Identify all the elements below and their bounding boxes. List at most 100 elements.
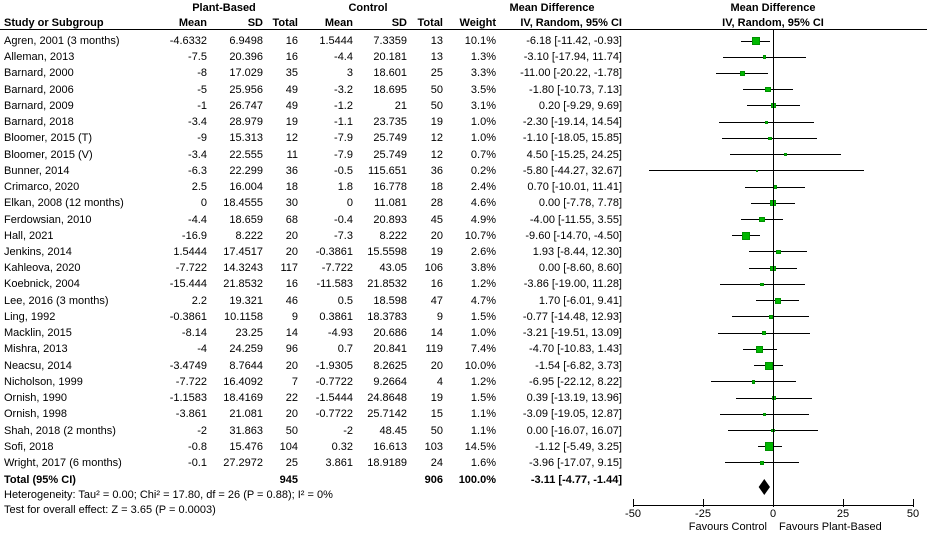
axis-label-favours-control: Favours Control bbox=[688, 521, 767, 533]
ci-text: -3.96 [-17.07, 9.15] bbox=[529, 456, 622, 469]
control-total: 13 bbox=[430, 35, 443, 47]
plant-sd: 10.1158 bbox=[224, 310, 263, 323]
plant-total: 96 bbox=[285, 343, 298, 356]
x-axis-tick-label: 0 bbox=[769, 508, 777, 520]
plant-total: 14 bbox=[285, 327, 298, 340]
study-name: Barnard, 2000 bbox=[4, 67, 74, 80]
ci-text: 4.50 [-15.25, 24.25] bbox=[526, 148, 622, 161]
plant-total: 49 bbox=[285, 99, 298, 112]
control-sd: 20.893 bbox=[373, 213, 407, 226]
column-header-weight: Weight bbox=[459, 17, 496, 29]
study-name: Lee, 2016 (3 months) bbox=[4, 294, 109, 307]
ci-text: 0.20 [-9.29, 9.69] bbox=[538, 99, 622, 112]
plant-mean: -5 bbox=[197, 83, 207, 96]
control-mean: -0.7722 bbox=[315, 375, 353, 388]
control-total: 50 bbox=[430, 99, 443, 112]
plant-sd: 26.747 bbox=[229, 99, 263, 112]
control-total: 25 bbox=[430, 67, 443, 80]
plant-total: 30 bbox=[285, 197, 298, 210]
point-estimate-marker bbox=[759, 461, 764, 465]
table-row: Kahleova, 2020 -7.722 14.3243 117 -7.722 43.0… bbox=[0, 260, 927, 276]
control-mean: 3.861 bbox=[325, 456, 353, 469]
plant-sd: 22.299 bbox=[229, 164, 263, 177]
ci-text: 1.93 [-8.44, 12.30] bbox=[532, 245, 622, 258]
study-name: Barnard, 2006 bbox=[4, 83, 74, 96]
control-sd: 18.9189 bbox=[367, 456, 407, 469]
plant-sd: 20.396 bbox=[229, 51, 263, 64]
plant-sd: 14.3243 bbox=[223, 262, 263, 275]
control-mean: -0.5 bbox=[334, 164, 353, 177]
table-row: Ornish, 1998 -3.861 21.081 20 -0.7722 25.7142… bbox=[0, 406, 927, 422]
ci-text: -1.54 [-6.82, 3.73] bbox=[535, 359, 622, 372]
plant-mean: -8 bbox=[197, 67, 207, 80]
study-name: Bloomer, 2015 (V) bbox=[4, 148, 93, 161]
study-name: Sofi, 2018 bbox=[4, 440, 54, 453]
control-sd: 20.841 bbox=[373, 343, 407, 356]
plant-mean: -15.444 bbox=[169, 278, 207, 291]
plant-sd: 21.081 bbox=[229, 408, 263, 421]
control-total: 18 bbox=[430, 181, 443, 194]
control-sd: 24.8648 bbox=[367, 392, 407, 405]
plant-total: 16 bbox=[285, 51, 298, 64]
ci-text: -6.18 [-11.42, -0.93] bbox=[526, 35, 622, 47]
study-name: Bloomer, 2015 (T) bbox=[4, 132, 93, 145]
weight: 1.2% bbox=[470, 278, 496, 291]
study-name: Wright, 2017 (6 months) bbox=[4, 456, 122, 469]
ci-text: -1.12 [-5.49, 3.25] bbox=[535, 440, 622, 453]
plant-sd: 18.4169 bbox=[223, 392, 263, 405]
group-header-plant-based: Plant-Based bbox=[192, 2, 256, 14]
control-sd: 18.601 bbox=[373, 67, 407, 80]
table-row: Ling, 1992 -0.3861 10.1158 9 0.3861 18.3783 9 1… bbox=[0, 309, 927, 325]
study-name: Alleman, 2013 bbox=[4, 51, 75, 64]
control-mean: 0.32 bbox=[331, 440, 353, 453]
point-estimate-marker bbox=[756, 345, 764, 353]
control-sd: 25.749 bbox=[373, 132, 407, 145]
column-header-control-mean: Mean bbox=[324, 17, 353, 29]
table-row: Mishra, 2013 -4 24.259 96 0.7 20.841 119 7.4% -4… bbox=[0, 341, 927, 357]
zero-line bbox=[773, 30, 774, 506]
plant-total: 104 bbox=[279, 440, 298, 453]
x-axis-tick-label: 25 bbox=[836, 508, 850, 520]
point-estimate-marker bbox=[760, 282, 764, 287]
plant-sd: 18.659 bbox=[229, 213, 263, 226]
weight: 1.5% bbox=[470, 392, 496, 405]
header-mean-difference-text: Mean Difference bbox=[509, 2, 595, 14]
plant-mean: -4.6332 bbox=[169, 35, 207, 47]
plant-mean: -9 bbox=[197, 132, 207, 145]
point-estimate-marker bbox=[768, 136, 772, 141]
weight: 1.6% bbox=[470, 456, 496, 469]
study-name: Bunner, 2014 bbox=[4, 164, 70, 177]
ci-text: -0.77 [-14.48, 12.93] bbox=[522, 310, 622, 323]
plant-total: 16 bbox=[285, 278, 298, 291]
plant-sd: 25.956 bbox=[229, 83, 263, 96]
control-mean: 1.5444 bbox=[319, 35, 353, 47]
control-total: 50 bbox=[430, 424, 443, 437]
control-total: 4 bbox=[436, 375, 443, 388]
ci-text: -3.10 [-17.94, 11.74] bbox=[523, 51, 622, 64]
plant-mean: -3.4 bbox=[188, 148, 207, 161]
study-name: Ornish, 1990 bbox=[4, 392, 67, 405]
ci-text: -3.21 [-19.51, 13.09] bbox=[522, 327, 622, 340]
group-header-control: Control bbox=[348, 2, 388, 14]
heterogeneity-note: Heterogeneity: Tau² = 0.00; Chi² = 17.80… bbox=[4, 489, 333, 501]
table-row: Neacsu, 2014 -3.4749 8.7644 20 -1.9305 8.2625… bbox=[0, 358, 927, 374]
x-axis-tick-label: -25 bbox=[695, 508, 711, 520]
column-header-study: Study or Subgroup bbox=[4, 17, 104, 29]
point-estimate-marker bbox=[751, 380, 756, 384]
x-axis-tick-label: 50 bbox=[906, 508, 920, 520]
plant-sd: 27.2972 bbox=[223, 456, 263, 469]
control-mean: -1.2 bbox=[334, 99, 353, 112]
control-sd: 7.3359 bbox=[373, 35, 407, 47]
control-sd: 8.222 bbox=[379, 229, 407, 242]
control-sd: 20.686 bbox=[373, 327, 407, 340]
plant-sd: 6.9498 bbox=[229, 35, 263, 47]
plant-total: 18 bbox=[285, 181, 298, 194]
study-name: Jenkins, 2014 bbox=[4, 245, 72, 258]
plant-total: 22 bbox=[285, 392, 298, 405]
point-estimate-marker bbox=[771, 428, 775, 433]
plant-mean: -2 bbox=[197, 424, 207, 437]
study-name: Ferdowsian, 2010 bbox=[4, 213, 92, 226]
plant-mean: 2.5 bbox=[191, 181, 207, 194]
study-name: Koebnick, 2004 bbox=[4, 278, 80, 291]
